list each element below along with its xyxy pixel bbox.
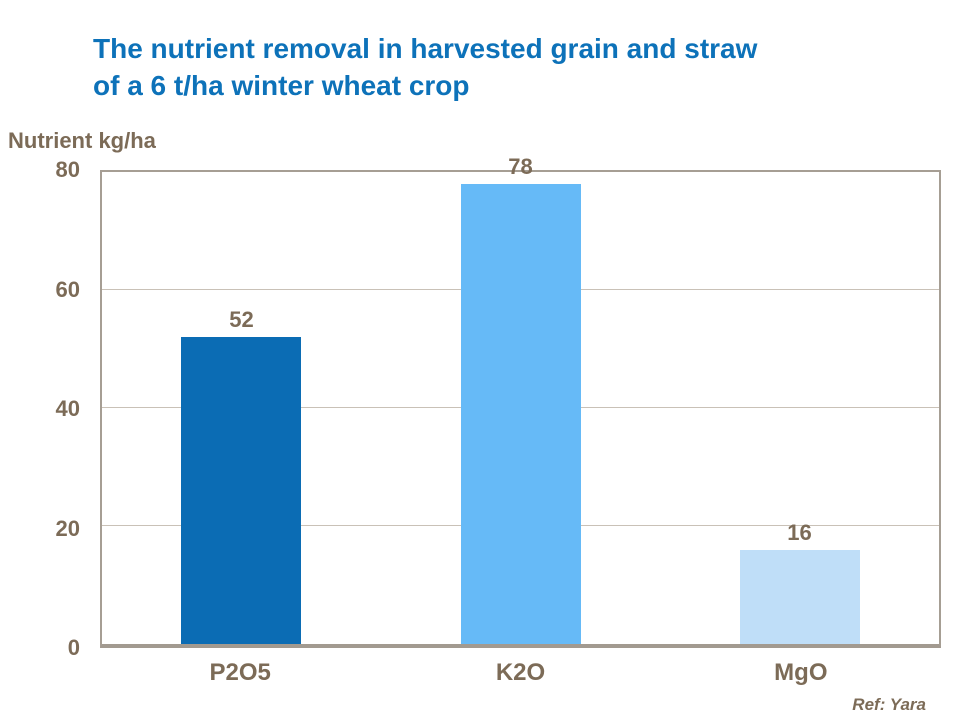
bar-value-label-mgo: 16 (787, 519, 812, 545)
bar-k2o (460, 183, 581, 644)
y-tick-label-0: 0 (67, 635, 80, 660)
x-tick-label-p2o5: P2O5 (209, 659, 271, 686)
bar-p2o5 (181, 337, 302, 644)
y-tick-label-80: 80 (55, 157, 80, 182)
x-tick-label-mgo: MgO (774, 659, 828, 686)
x-tick-label-k2o: K2O (495, 659, 546, 686)
y-axis-tick-labels: 0 20 40 60 80 (0, 159, 80, 659)
page-title: The nutrient removal in harvested grain … (93, 30, 913, 104)
x-axis-tick-labels: P2O5 K2O MgO (100, 660, 941, 690)
bar-value-label-p2o5: 52 (229, 307, 254, 333)
y-tick-label-20: 20 (55, 515, 80, 541)
y-tick-label-60: 60 (55, 276, 80, 302)
y-axis-title: Nutrient kg/ha (8, 128, 156, 153)
bar-value-label-k2o: 78 (508, 153, 533, 179)
bar-mgo (739, 549, 860, 644)
page-title-line2: of a 6 t/ha winter wheat crop (93, 70, 470, 101)
page-title-line1: The nutrient removal in harvested grain … (93, 33, 758, 64)
y-tick-label-40: 40 (55, 396, 80, 421)
plot-area: 52 78 16 (100, 155, 941, 648)
reference-note: Ref: Yara (852, 695, 926, 714)
